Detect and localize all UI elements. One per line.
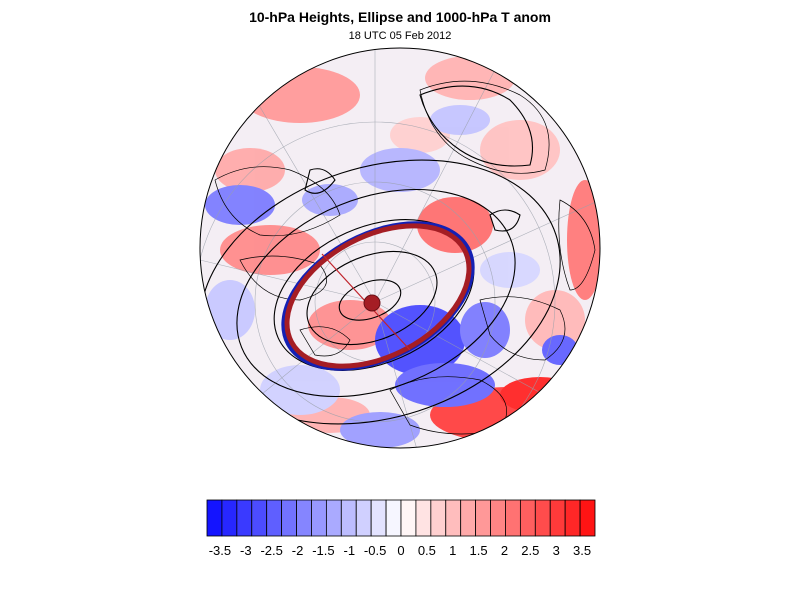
colorbar	[206, 499, 596, 537]
colorbar-swatch	[355, 499, 372, 537]
colorbar-tick-label: -3.5	[208, 543, 232, 558]
colorbar-swatch	[281, 499, 297, 537]
colorbar-labels: -3.5 -3 -2.5 -2 -1.5 -1 -0.5 0 0.5 1 1.5 2 2.5 3 3.5	[0, 543, 800, 563]
colorbar-tick-label: -1.5	[312, 543, 335, 558]
colorbar-swatch	[370, 499, 387, 537]
colorbar-swatch	[385, 499, 402, 537]
colorbar-tick-label: -2	[291, 543, 304, 558]
colorbar-swatch	[430, 499, 447, 537]
colorbar-tick-label: -0.5	[363, 543, 387, 558]
colorbar-tick-label: 3	[552, 543, 560, 558]
colorbar-tick-label: 1	[449, 543, 457, 558]
colorbar-swatch	[475, 499, 491, 537]
colorbar-tick-label: 2	[500, 543, 509, 558]
colorbar-tick-label: 0	[397, 543, 405, 558]
polar-map	[199, 47, 601, 449]
colorbar-swatch	[549, 499, 566, 537]
colorbar-swatch	[534, 499, 551, 537]
colorbar-swatch	[251, 499, 268, 537]
chart-title: 10-hPa Heights, Ellipse and 1000-hPa T a…	[249, 9, 551, 25]
chart-subtitle: 18 UTC 05 Feb 2012	[348, 30, 452, 42]
colorbar-tick-label: 0.5	[417, 543, 436, 558]
colorbar-tick-label: 1.5	[469, 543, 488, 558]
colorbar-tick-label: -2.5	[260, 543, 283, 558]
colorbar-swatch	[206, 499, 223, 537]
colorbar-swatch	[325, 499, 342, 537]
colorbar-swatch	[236, 499, 253, 537]
colorbar-tick-label: 3.5	[573, 543, 592, 558]
colorbar-swatch	[564, 499, 581, 537]
colorbar-swatch	[266, 499, 283, 537]
colorbar-tick-label: -1	[343, 543, 356, 558]
colorbar-swatch	[445, 499, 462, 537]
globe-fill	[200, 48, 600, 448]
colorbar-swatch	[460, 499, 477, 537]
colorbar-swatch	[579, 499, 596, 537]
colorbar-swatch	[296, 499, 312, 537]
colorbar-swatch	[340, 499, 357, 537]
colorbar-swatch	[505, 499, 521, 537]
colorbar-swatch	[415, 499, 432, 537]
colorbar-swatch	[400, 499, 417, 537]
colorbar-tick-label: -3	[240, 543, 252, 558]
colorbar-swatch	[221, 499, 238, 537]
colorbar-swatch	[519, 499, 536, 537]
vortex-ellipse	[281, 221, 475, 371]
colorbar-tick-label: 2.5	[521, 543, 540, 558]
coastlines	[214, 80, 596, 435]
colorbar-swatch	[490, 499, 506, 537]
colorbar-swatch	[311, 499, 327, 537]
globe-outline	[199, 47, 601, 449]
